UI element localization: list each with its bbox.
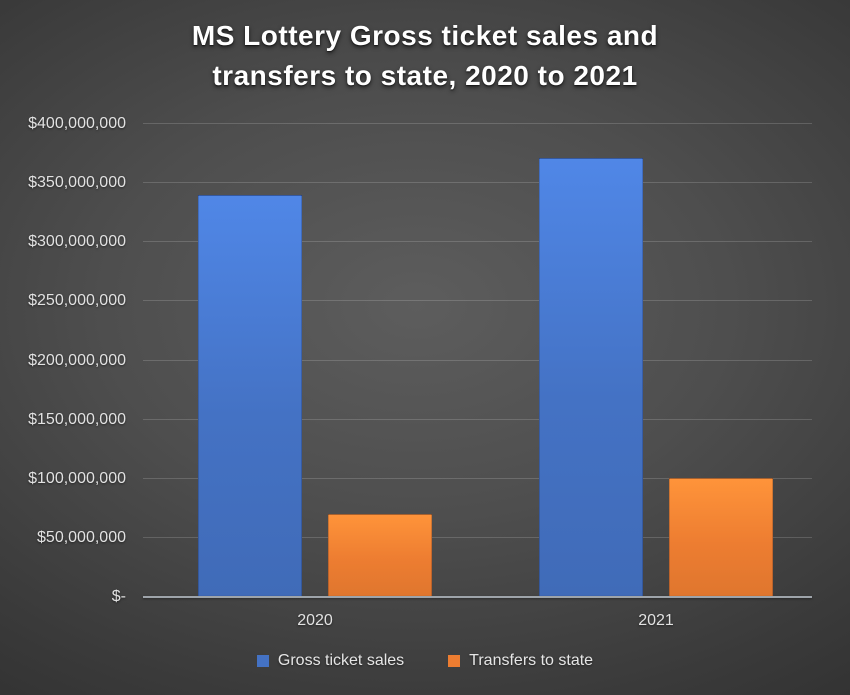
y-axis-tick-label: $300,000,000 — [28, 233, 126, 251]
legend-item-transfers-to-state: Transfers to state — [448, 652, 593, 670]
gridline — [143, 418, 812, 420]
x-axis-tick-label-2021: 2021 — [638, 612, 674, 629]
x-axis-line — [143, 596, 812, 598]
y-axis-tick-label: $- — [111, 588, 126, 605]
y-axis-tick-label: $50,000,000 — [37, 528, 126, 546]
y-axis-tick-label: $350,000,000 — [28, 174, 126, 192]
gridline — [143, 359, 812, 361]
y-axis-tick-label: $250,000,000 — [28, 292, 126, 310]
y-axis-tick-label: $200,000,000 — [28, 351, 126, 369]
bar-transfers-to-state-2020 — [328, 514, 432, 597]
bar-transfers-to-state-2021 — [669, 478, 773, 597]
gridline — [143, 536, 812, 538]
x-axis-tick-label-2020: 2020 — [297, 612, 333, 629]
bar-gross-ticket-sales-2020 — [198, 195, 302, 597]
chart-title-line-2: transfers to state, 2020 to 2021 — [212, 60, 638, 91]
plot-area — [143, 123, 812, 598]
legend-swatch-transfers-to-state — [448, 655, 461, 667]
gridline — [143, 123, 812, 124]
gridline — [143, 300, 812, 302]
legend-swatch-gross-ticket-sales — [256, 655, 269, 667]
chart-title: MS Lottery Gross ticket sales and transf… — [0, 16, 850, 96]
legend-label-transfers-to-state: Transfers to state — [469, 652, 594, 669]
y-axis-tick-label: $100,000,000 — [28, 469, 126, 487]
bar-gross-ticket-sales-2021 — [539, 158, 643, 597]
y-axis-tick-label: $150,000,000 — [28, 410, 126, 428]
y-axis-tick-label: $400,000,000 — [28, 115, 126, 132]
gridline — [143, 182, 812, 184]
chart-title-line-1: MS Lottery Gross ticket sales and — [191, 20, 659, 51]
legend: Gross ticket sales Transfers to state — [0, 652, 850, 670]
gridline — [143, 241, 812, 243]
legend-item-gross-ticket-sales: Gross ticket sales — [256, 652, 405, 670]
gridline — [143, 477, 812, 479]
legend-label-gross-ticket-sales: Gross ticket sales — [277, 652, 405, 669]
